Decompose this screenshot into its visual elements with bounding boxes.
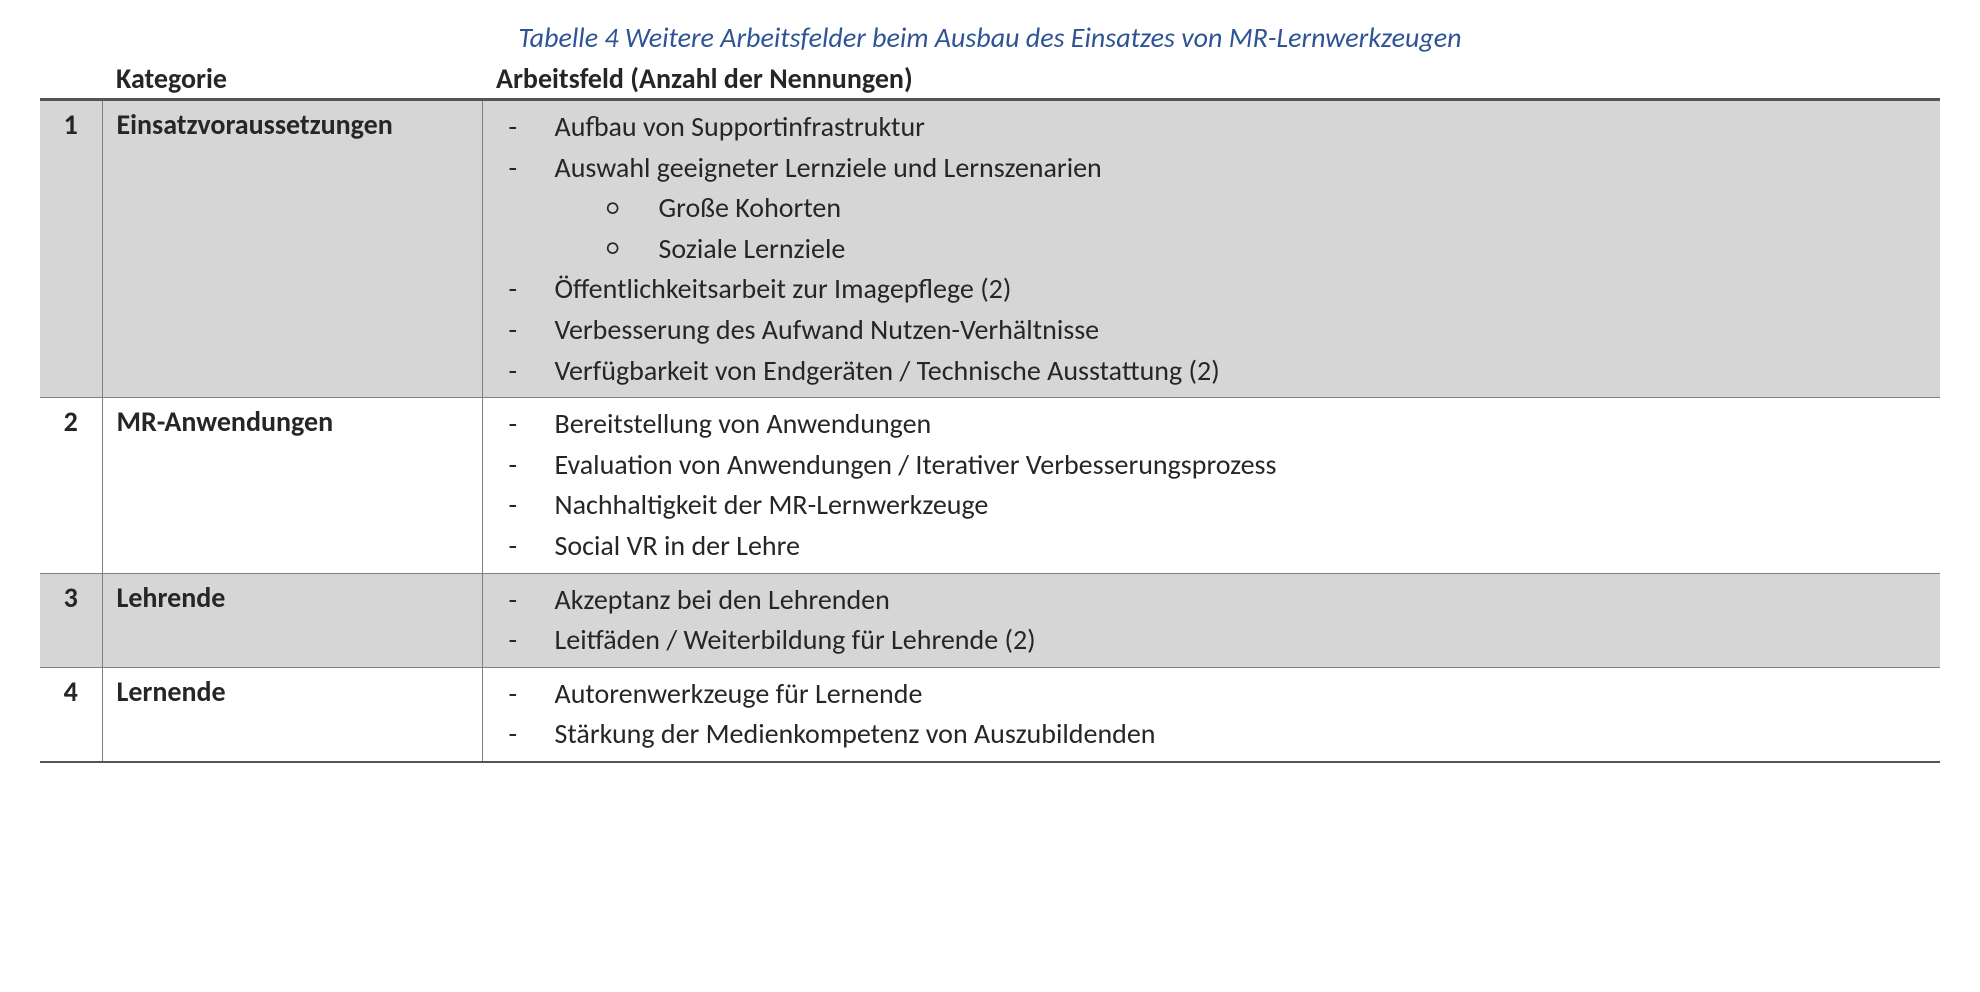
header-category: Kategorie bbox=[102, 61, 482, 100]
work-fields-table: Kategorie Arbeitsfeld (Anzahl der Nennun… bbox=[40, 61, 1940, 763]
table-caption: Tabelle 4 Weitere Arbeitsfelder beim Aus… bbox=[40, 20, 1940, 55]
row-number: 1 bbox=[40, 100, 102, 398]
header-field: Arbeitsfeld (Anzahl der Nennungen) bbox=[482, 61, 1940, 100]
category-cell: Lernende bbox=[102, 667, 482, 762]
list-item: Aufbau von Supportinfrastruktur bbox=[505, 107, 1927, 148]
header-num bbox=[40, 61, 102, 100]
field-cell: Aufbau von SupportinfrastrukturAuswahl g… bbox=[482, 100, 1940, 398]
table-row: 4LernendeAutorenwerkzeuge für LernendeSt… bbox=[40, 667, 1940, 762]
field-cell: Bereitstellung von AnwendungenEvaluation… bbox=[482, 398, 1940, 573]
field-list: Aufbau von SupportinfrastrukturAuswahl g… bbox=[497, 107, 1927, 391]
sub-list-item: Soziale Lernziele bbox=[603, 229, 1927, 270]
list-item: Verbesserung des Aufwand Nutzen-Verhältn… bbox=[505, 310, 1927, 351]
category-cell: Lehrende bbox=[102, 573, 482, 667]
list-item: Auswahl geeigneter Lernziele und Lernsze… bbox=[505, 148, 1927, 270]
sub-list: Große KohortenSoziale Lernziele bbox=[555, 188, 1927, 269]
list-item: Leitfäden / Weiterbildung für Lehrende (… bbox=[505, 620, 1927, 661]
field-list: Autorenwerkzeuge für LernendeStärkung de… bbox=[497, 674, 1927, 755]
list-item: Öffentlichkeitsarbeit zur Imagepflege (2… bbox=[505, 269, 1927, 310]
field-list: Bereitstellung von AnwendungenEvaluation… bbox=[497, 404, 1927, 566]
field-list: Akzeptanz bei den LehrendenLeitfäden / W… bbox=[497, 580, 1927, 661]
list-item: Verfügbarkeit von Endgeräten / Technisch… bbox=[505, 351, 1927, 392]
category-cell: MR-Anwendungen bbox=[102, 398, 482, 573]
list-item: Autorenwerkzeuge für Lernende bbox=[505, 674, 1927, 715]
list-item: Akzeptanz bei den Lehrenden bbox=[505, 580, 1927, 621]
table-row: 3LehrendeAkzeptanz bei den LehrendenLeit… bbox=[40, 573, 1940, 667]
list-item: Stärkung der Medienkompetenz von Auszubi… bbox=[505, 714, 1927, 755]
list-item: Bereitstellung von Anwendungen bbox=[505, 404, 1927, 445]
header-row: Kategorie Arbeitsfeld (Anzahl der Nennun… bbox=[40, 61, 1940, 100]
list-item: Social VR in der Lehre bbox=[505, 526, 1927, 567]
field-cell: Akzeptanz bei den LehrendenLeitfäden / W… bbox=[482, 573, 1940, 667]
list-item: Nachhaltigkeit der MR-Lernwerkzeuge bbox=[505, 485, 1927, 526]
sub-list-item: Große Kohorten bbox=[603, 188, 1927, 229]
field-cell: Autorenwerkzeuge für LernendeStärkung de… bbox=[482, 667, 1940, 762]
table-row: 2MR-AnwendungenBereitstellung von Anwend… bbox=[40, 398, 1940, 573]
row-number: 2 bbox=[40, 398, 102, 573]
category-cell: Einsatzvoraussetzungen bbox=[102, 100, 482, 398]
row-number: 3 bbox=[40, 573, 102, 667]
list-item: Evaluation von Anwendungen / Iterativer … bbox=[505, 445, 1927, 486]
row-number: 4 bbox=[40, 667, 102, 762]
table-row: 1EinsatzvoraussetzungenAufbau von Suppor… bbox=[40, 100, 1940, 398]
